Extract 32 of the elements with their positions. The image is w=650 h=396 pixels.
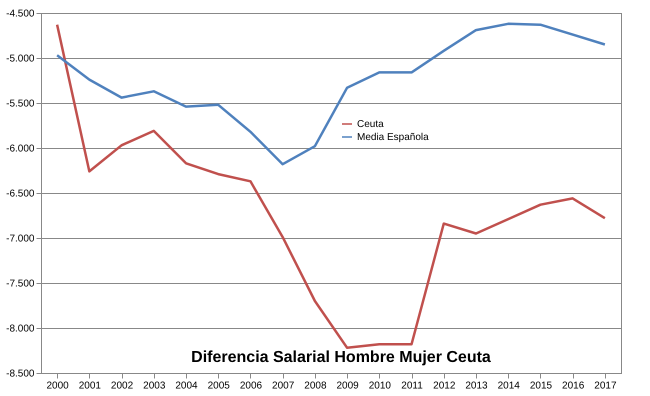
x-tick-label: 2013: [465, 380, 488, 392]
y-tick-label: -6.500: [6, 188, 35, 200]
text: Diferencia Salarial Hombre Mujer Ceuta: [191, 349, 491, 366]
x-tick-label: 2008: [304, 380, 327, 392]
x-tick-label: 2012: [433, 380, 456, 392]
legend-label: Media Española: [357, 132, 430, 143]
x-tick-label: 2003: [143, 380, 166, 392]
line-series: [56, 22, 606, 166]
y-tick-label: -8.000: [6, 324, 35, 334]
x-tick-label: 2017: [594, 380, 617, 392]
x-tick-label: 2009: [336, 380, 360, 392]
line-series: [56, 23, 606, 350]
x-tick-label: 2010: [368, 380, 392, 392]
y-tick-label: -7.000: [6, 234, 35, 244]
x-tick-label: 2015: [530, 380, 553, 392]
x-tick-label: 2000: [46, 380, 70, 392]
y-tick-label: -7.500: [6, 278, 35, 290]
legend-label: Ceuta: [357, 119, 384, 130]
x-tick-label: 2005: [208, 380, 230, 392]
x-tick-label: 2006: [240, 380, 263, 392]
x-tick-label: 2001: [78, 380, 102, 392]
y-tick-label: -5.000: [6, 54, 35, 64]
x-tick-label: 2007: [272, 380, 295, 392]
y-tick-label: -8.500: [6, 368, 35, 380]
x-tick-label: 2004: [175, 380, 198, 392]
y-tick-label: -6.000: [6, 144, 35, 154]
x-tick-label: 2002: [110, 380, 134, 392]
x-tick-label: 2014: [498, 380, 520, 392]
y-tick-label: -4.500: [6, 8, 35, 20]
y-tick-label: -5.500: [6, 98, 35, 110]
x-tick-label: 2016: [562, 380, 585, 392]
x-tick-label: 2011: [401, 380, 424, 392]
